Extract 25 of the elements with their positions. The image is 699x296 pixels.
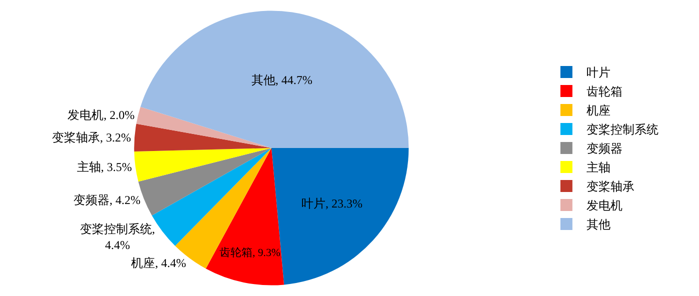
- data-label: 机座, 4.4%: [131, 256, 186, 270]
- pie-slice: [152, 148, 272, 246]
- legend-label: 发电机: [586, 198, 622, 213]
- data-label: 其他, 44.7%: [251, 72, 312, 87]
- pie-slice: [134, 124, 272, 152]
- legend-label: 变桨轴承: [586, 180, 634, 194]
- legend-label: 叶片: [586, 66, 610, 80]
- data-label: 主轴, 3.5%: [76, 160, 132, 174]
- pie-slice: [206, 148, 284, 286]
- data-label: 变频器, 4.2%: [73, 192, 140, 207]
- data-label: 变桨控制系统, 4.4%: [80, 222, 156, 252]
- legend-label: 齿轮箱: [586, 84, 622, 99]
- pie-slice: [136, 106, 272, 148]
- data-label: 变桨轴承, 3.2%: [52, 130, 132, 145]
- legend-label: 机座: [586, 104, 610, 118]
- legend-label: 主轴: [586, 160, 610, 175]
- data-label: 叶片, 23.3%: [302, 196, 363, 210]
- legend-label: 其他: [586, 218, 610, 232]
- pie-slice: [134, 148, 272, 182]
- legend-label: 变桨控制系统: [586, 122, 658, 137]
- data-label: 发电机, 2.0%: [68, 108, 135, 122]
- pie-slice: [140, 10, 409, 148]
- data-label: 齿轮箱, 9.3%: [219, 246, 280, 259]
- pie-slice: [138, 148, 272, 216]
- legend-label: 变频器: [586, 142, 622, 156]
